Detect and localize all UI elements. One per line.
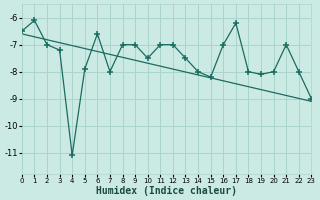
X-axis label: Humidex (Indice chaleur): Humidex (Indice chaleur)	[96, 186, 237, 196]
